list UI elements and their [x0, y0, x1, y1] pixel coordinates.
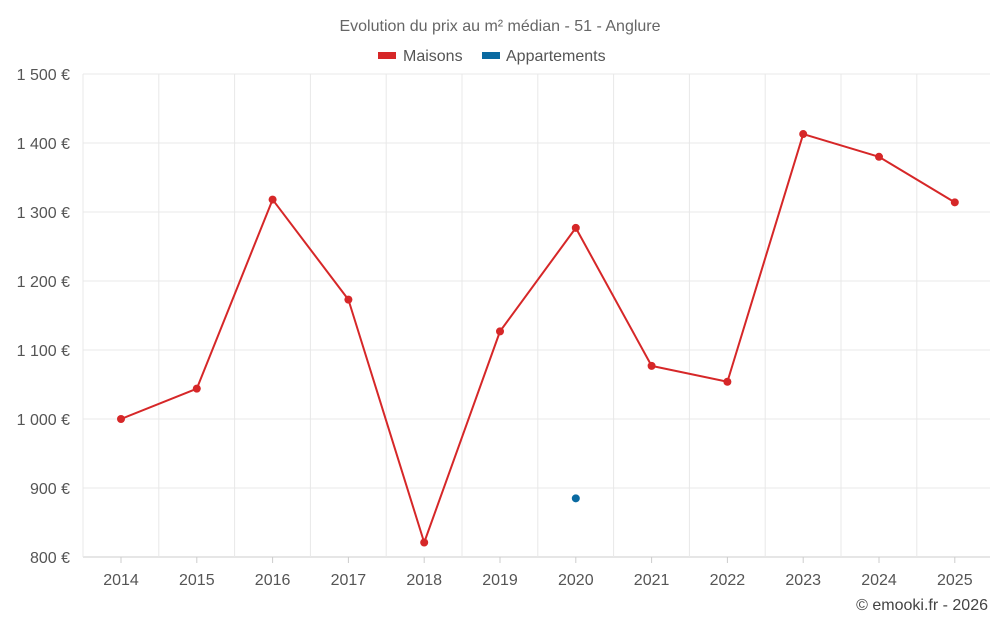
x-tick-label: 2024	[861, 572, 897, 589]
legend-label: Maisons	[403, 48, 463, 65]
y-tick-label: 800 €	[30, 550, 70, 567]
chart-title: Evolution du prix au m² médian - 51 - An…	[339, 18, 660, 35]
data-point-maisons[interactable]	[420, 538, 429, 547]
data-point-maisons[interactable]	[723, 377, 732, 386]
y-tick-label: 1 200 €	[17, 274, 70, 291]
y-tick-label: 1 100 €	[17, 343, 70, 360]
x-tick-label: 2022	[710, 572, 746, 589]
x-tick-label: 2023	[785, 572, 821, 589]
y-tick-label: 1 000 €	[17, 412, 70, 429]
data-point-maisons[interactable]	[875, 152, 883, 161]
x-tick-label: 2020	[558, 572, 594, 589]
data-point-maisons[interactable]	[950, 198, 959, 207]
x-tick-label: 2015	[179, 572, 215, 589]
legend-item-maisons[interactable]: Maisons	[378, 48, 463, 65]
data-point-maisons[interactable]	[268, 195, 277, 204]
data-point-maisons[interactable]	[799, 130, 808, 139]
y-axis: 800 € 900 € 1 000 € 1 100 € 1 200 € 1 300 € 1 …	[17, 67, 70, 567]
y-tick-label: 1 300 €	[17, 205, 70, 222]
legend: Maisons Appartements	[378, 48, 606, 65]
legend-item-appartements[interactable]: Appartements	[482, 48, 606, 65]
y-tick-label: 1 400 €	[17, 136, 70, 153]
legend-label: Appartements	[506, 48, 606, 65]
credit-text: © emooki.fr - 2026	[856, 597, 988, 614]
x-axis: 2014 2015 2016 2017 2018 2019 2020 2021 2022 2023…	[103, 557, 973, 589]
y-tick-label: 900 €	[30, 481, 70, 498]
x-tick-label: 2019	[482, 572, 518, 589]
x-tick-label: 2018	[406, 572, 442, 589]
series-line-maisons	[120, 133, 956, 544]
data-point-maisons[interactable]	[344, 295, 353, 304]
data-point-maisons[interactable]	[647, 361, 656, 370]
data-point-maisons[interactable]	[192, 384, 201, 393]
grid	[82, 73, 990, 558]
x-tick-label: 2025	[937, 572, 973, 589]
data-point-appartements[interactable]	[571, 494, 580, 503]
series-layer	[117, 130, 959, 547]
x-tick-label: 2021	[634, 572, 670, 589]
legend-swatch	[378, 52, 396, 59]
data-point-maisons[interactable]	[117, 415, 125, 423]
legend-swatch	[482, 52, 500, 59]
y-tick-label: 1 500 €	[17, 67, 70, 84]
x-tick-label: 2014	[103, 572, 139, 589]
x-tick-label: 2017	[331, 572, 367, 589]
data-point-maisons[interactable]	[496, 327, 504, 336]
data-point-maisons[interactable]	[571, 223, 580, 232]
x-tick-label: 2016	[255, 572, 291, 589]
